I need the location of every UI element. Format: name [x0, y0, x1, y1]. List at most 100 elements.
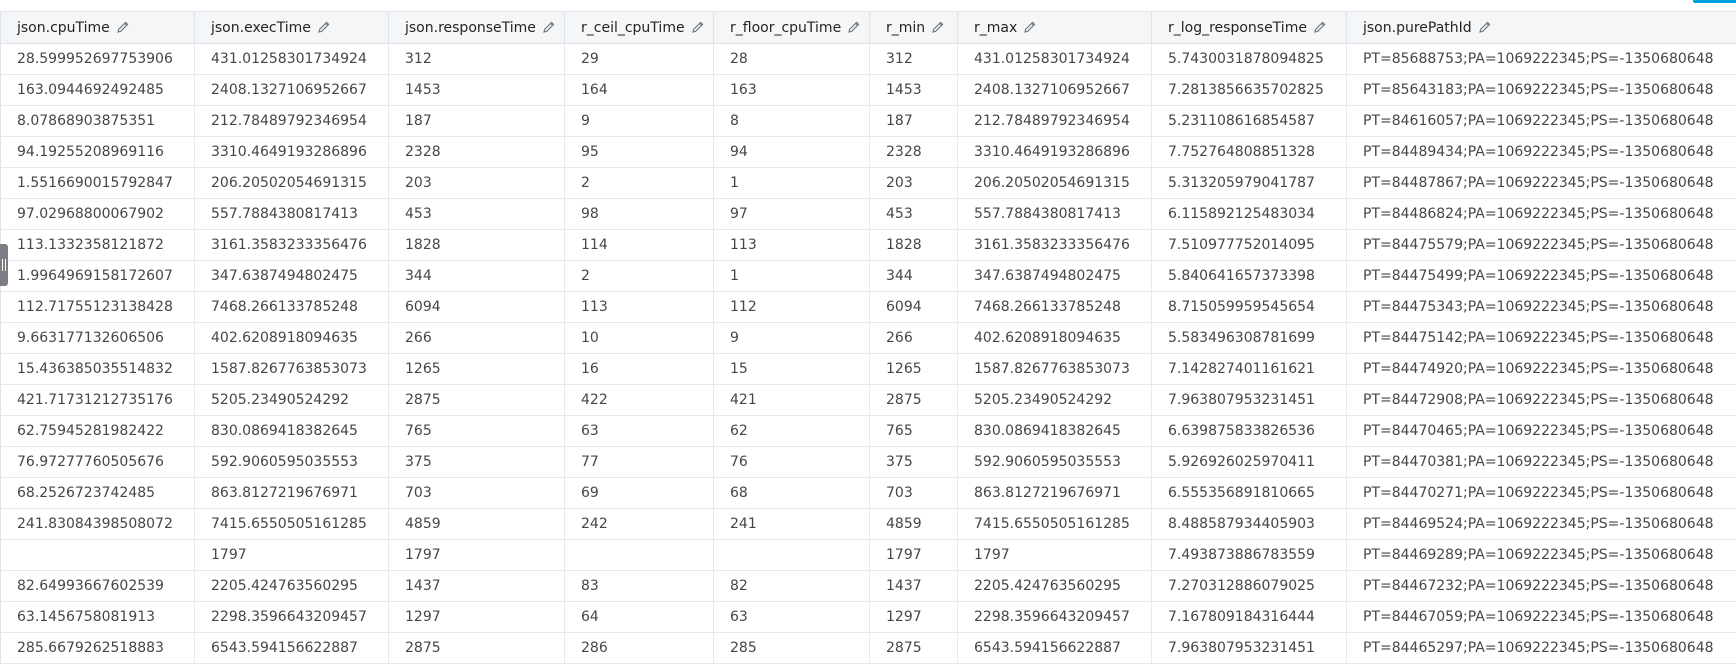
pencil-icon[interactable] [542, 20, 556, 34]
table-cell: 1297 [870, 602, 958, 633]
column-header[interactable]: r_max [958, 12, 1152, 44]
table-cell: 8 [714, 106, 870, 137]
table-cell: 2328 [389, 137, 565, 168]
pencil-icon[interactable] [1478, 20, 1492, 34]
table-cell: 3310.4649193286896 [195, 137, 389, 168]
table-cell: 344 [870, 261, 958, 292]
table-cell: PT=84475499;PA=1069222345;PS=-1350680648 [1347, 261, 1736, 292]
table-cell: 1453 [870, 75, 958, 106]
table-cell: 3310.4649193286896 [958, 137, 1152, 168]
table-cell: 206.20502054691315 [195, 168, 389, 199]
table-cell: 2298.3596643209457 [958, 602, 1152, 633]
table-cell: 453 [389, 199, 565, 230]
pencil-icon[interactable] [1313, 20, 1327, 34]
table-cell: 68.2526723742485 [1, 478, 195, 509]
table-cell: 163 [714, 75, 870, 106]
column-header[interactable]: r_floor_cpuTime [714, 12, 870, 44]
pencil-icon[interactable] [847, 20, 861, 34]
table-cell: 2205.424763560295 [958, 571, 1152, 602]
table-cell: 7.752764808851328 [1152, 137, 1347, 168]
table-cell: 6094 [389, 292, 565, 323]
table-cell: 347.6387494802475 [195, 261, 389, 292]
table-cell: 28 [714, 44, 870, 75]
column-header[interactable]: json.cpuTime [1, 12, 195, 44]
column-header[interactable]: json.execTime [195, 12, 389, 44]
column-header-label: r_log_responseTime [1168, 20, 1307, 36]
table-cell: 344 [389, 261, 565, 292]
column-header-label: json.responseTime [405, 20, 536, 36]
panel-resize-handle[interactable] [0, 244, 8, 286]
table-cell: 2408.1327106952667 [195, 75, 389, 106]
table-cell: 592.9060595035553 [958, 447, 1152, 478]
pencil-icon[interactable] [1023, 20, 1037, 34]
table-cell: 7415.6550505161285 [958, 509, 1152, 540]
table-cell: 863.8127219676971 [958, 478, 1152, 509]
table-cell: 212.78489792346954 [195, 106, 389, 137]
table-cell: 2 [565, 168, 714, 199]
toolbar-button[interactable] [1693, 0, 1736, 3]
table-cell: 431.01258301734924 [958, 44, 1152, 75]
table-cell: 1 [714, 261, 870, 292]
table-cell: 63 [714, 602, 870, 633]
column-header[interactable]: json.purePathId [1347, 12, 1736, 44]
table-cell: 64 [565, 602, 714, 633]
table-cell: 95 [565, 137, 714, 168]
table-cell: 62 [714, 416, 870, 447]
table-cell: 347.6387494802475 [958, 261, 1152, 292]
table-cell: 8.488587934405903 [1152, 509, 1347, 540]
table-cell: 421 [714, 385, 870, 416]
table-cell: 431.01258301734924 [195, 44, 389, 75]
table-cell: 7415.6550505161285 [195, 509, 389, 540]
table-cell: 16 [565, 354, 714, 385]
column-header-label: r_ceil_cpuTime [581, 20, 685, 36]
table-cell: 703 [870, 478, 958, 509]
table-cell: PT=84465297;PA=1069222345;PS=-1350680648 [1347, 633, 1736, 664]
table-cell: PT=85688753;PA=1069222345;PS=-1350680648 [1347, 44, 1736, 75]
table-cell: PT=85643183;PA=1069222345;PS=-1350680648 [1347, 75, 1736, 106]
table-cell: 5.7430031878094825 [1152, 44, 1347, 75]
column-header[interactable]: r_ceil_cpuTime [565, 12, 714, 44]
column-header[interactable]: r_min [870, 12, 958, 44]
pencil-icon[interactable] [691, 20, 705, 34]
table-cell: 2408.1327106952667 [958, 75, 1152, 106]
pencil-icon[interactable] [116, 20, 130, 34]
table-cell: 830.0869418382645 [958, 416, 1152, 447]
table-cell: 112 [714, 292, 870, 323]
table-cell: PT=84470271;PA=1069222345;PS=-1350680648 [1347, 478, 1736, 509]
pencil-icon[interactable] [931, 20, 945, 34]
table-cell: 375 [389, 447, 565, 478]
table-cell [565, 540, 714, 571]
table-cell: PT=84467059;PA=1069222345;PS=-1350680648 [1347, 602, 1736, 633]
table-cell: 557.7884380817413 [958, 199, 1152, 230]
table-cell: 3161.3583233356476 [958, 230, 1152, 261]
table-cell: 6.115892125483034 [1152, 199, 1347, 230]
table-cell: 1453 [389, 75, 565, 106]
table-cell: 1797 [870, 540, 958, 571]
column-header-label: r_floor_cpuTime [730, 20, 841, 36]
pencil-icon[interactable] [317, 20, 331, 34]
column-header-label: r_max [974, 20, 1017, 36]
table-cell: 7.963807953231451 [1152, 385, 1347, 416]
column-header[interactable]: r_log_responseTime [1152, 12, 1347, 44]
column-header[interactable]: json.responseTime [389, 12, 565, 44]
